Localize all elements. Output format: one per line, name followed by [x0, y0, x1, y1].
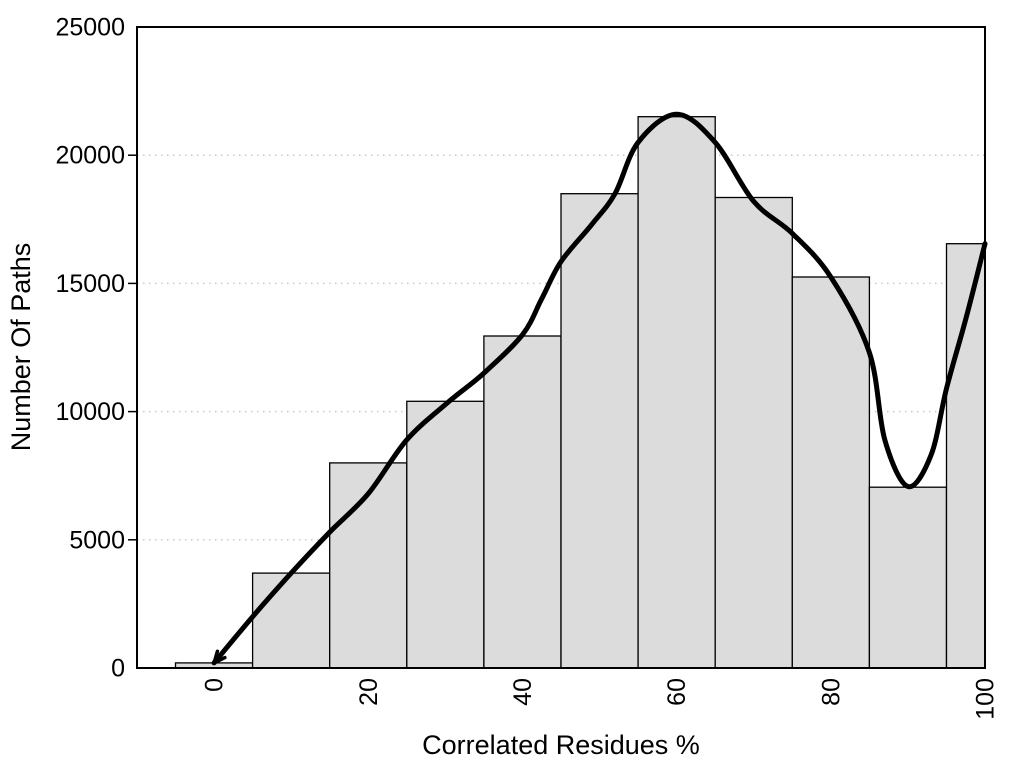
histogram-bar — [251, 572, 331, 669]
x-tick-label: 0 — [201, 678, 229, 692]
histogram-bar — [406, 400, 485, 669]
y-tick-label: 15000 — [55, 270, 125, 298]
histogram-bar — [868, 486, 948, 669]
x-tick-label: 100 — [972, 678, 1000, 720]
y-tick-label: 25000 — [55, 14, 125, 42]
x-tick-label: 60 — [663, 678, 691, 706]
x-tick-label: 40 — [509, 678, 537, 706]
y-tick-label: 10000 — [55, 398, 125, 426]
y-tick-label: 20000 — [55, 142, 125, 170]
histogram-bar — [791, 276, 871, 669]
y-tick-label: 5000 — [69, 526, 125, 554]
histogram-bars — [174, 116, 986, 669]
plot-box — [136, 26, 986, 669]
histogram-bar — [945, 243, 986, 669]
histogram-bar — [483, 335, 562, 669]
x-axis-title: Correlated Residues % — [422, 730, 700, 760]
x-axis-tick-labels: 0 20 40 60 80 100 — [201, 678, 1000, 720]
histogram-bar — [560, 193, 639, 669]
y-axis-tick-labels: 0 5000 10000 15000 20000 25000 — [55, 14, 125, 683]
curve-arrowhead-icon — [212, 649, 227, 665]
y-axis-title: Number Of Paths — [6, 243, 36, 452]
density-curve — [211, 111, 988, 666]
x-tick-label: 80 — [817, 678, 845, 706]
x-tick-label: 20 — [355, 678, 383, 706]
y-tick-label: 0 — [111, 655, 125, 683]
y-axis-ticks — [128, 154, 137, 541]
histogram-bar — [714, 196, 793, 669]
histogram-bar — [637, 116, 716, 669]
